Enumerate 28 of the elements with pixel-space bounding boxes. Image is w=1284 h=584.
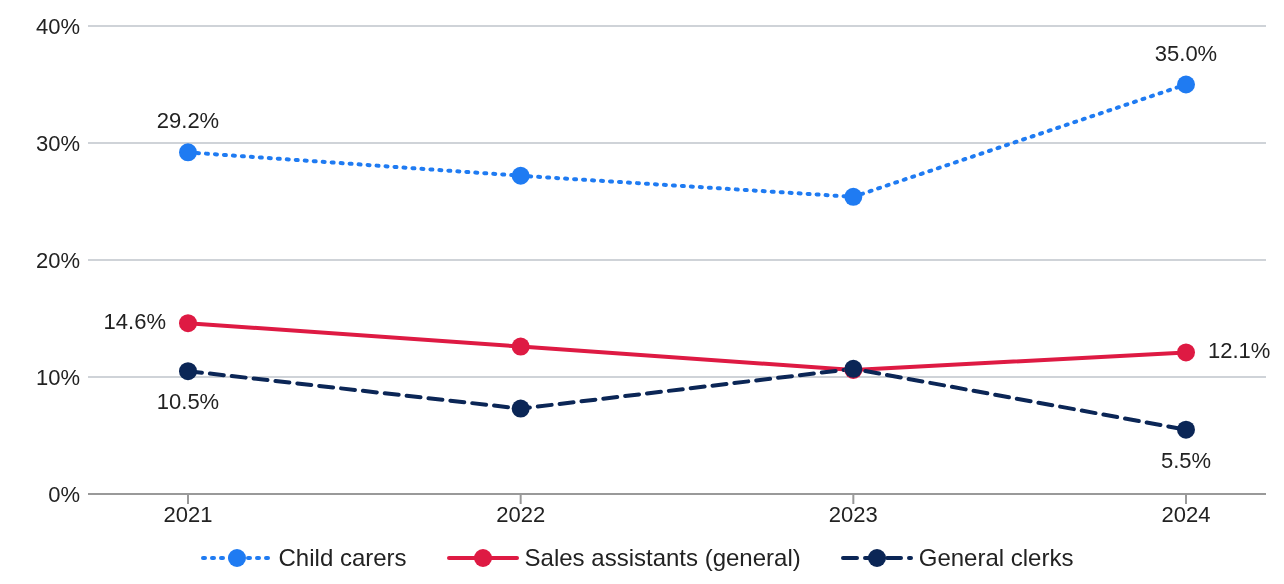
point xyxy=(1177,75,1195,94)
data-label: 29.2% xyxy=(156,108,220,134)
data-label: 35.0% xyxy=(1154,40,1218,66)
y-tick-label: 0% xyxy=(48,481,80,507)
x-tick-label: 2022 xyxy=(496,501,546,527)
data-label: 12.1% xyxy=(1208,338,1271,364)
x-tick-label: 2023 xyxy=(828,501,878,527)
y-tick-label: 20% xyxy=(35,247,80,273)
y-tick-label: 30% xyxy=(35,130,80,156)
point xyxy=(1177,420,1195,439)
point xyxy=(1177,343,1195,362)
data-label: 14.6% xyxy=(103,309,166,335)
point xyxy=(511,337,530,356)
point xyxy=(844,187,863,206)
legend-label: Sales assistants (general) xyxy=(524,544,801,572)
legend-label: General clerks xyxy=(918,544,1074,572)
y-tick-label: 40% xyxy=(35,13,80,39)
legend-label: Child carers xyxy=(278,544,407,572)
point xyxy=(511,166,530,185)
data-label: 5.5% xyxy=(1160,447,1212,473)
y-tick-label: 10% xyxy=(35,364,80,390)
data-label: 10.5% xyxy=(156,389,220,415)
x-tick-label: 2024 xyxy=(1161,501,1211,527)
point xyxy=(179,362,197,381)
x-tick-label: 2021 xyxy=(163,501,213,527)
point xyxy=(179,143,197,162)
point xyxy=(179,314,197,333)
point xyxy=(511,399,530,418)
